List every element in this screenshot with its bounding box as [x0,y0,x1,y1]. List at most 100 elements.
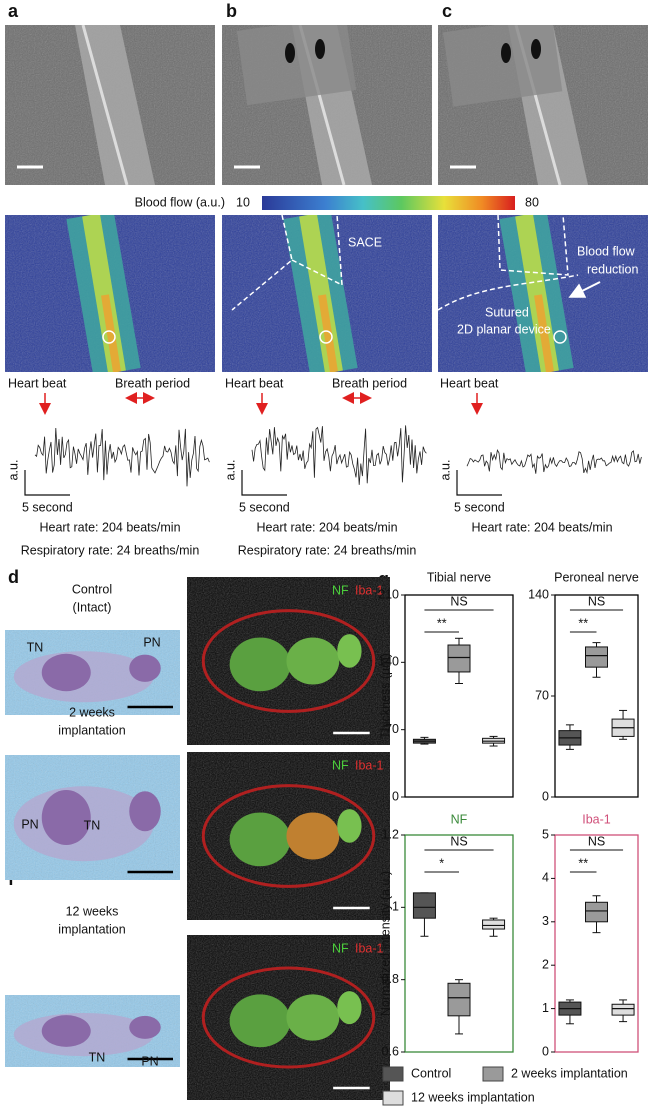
histology-image [5,630,180,715]
stain-label: Iba-1 [355,941,384,955]
trace [466,448,642,474]
nerve-label: TN [27,640,44,654]
legend-swatch [482,1066,504,1082]
legend-label: 2 weeks implantation [511,1066,628,1080]
nerve [41,1015,91,1047]
y-tick-label: 140 [378,655,399,669]
axons [286,637,340,685]
y-scale-label: a.u. [223,460,237,481]
flow-map [222,215,432,372]
colorbar-label: Blood flow (a.u.) [135,195,225,209]
significance: ** [578,616,588,630]
stain-label: NF [332,758,349,772]
histology-image [5,995,180,1067]
axons [286,812,340,860]
nerve-label: PN [21,817,38,831]
legend-swatch [382,1090,404,1106]
heart-rate: Heart rate: 204 beats/min [471,520,612,534]
fluorescence-image [187,752,390,920]
epineurium [201,966,376,1069]
vessel-flow-peak [534,294,554,372]
heart-beat-label: Heart beat [225,376,284,390]
breath-period-label: Breath period [332,376,407,390]
axons [229,812,291,867]
box [447,982,471,1017]
stain-label: NF [332,583,349,597]
panel-label: b [226,1,237,21]
plot-frame [404,834,514,1053]
legend-swatch [382,1066,404,1082]
device-hole [531,39,541,59]
y-scale-label: a.u. [6,460,20,481]
nerve-label: PN [143,635,160,649]
condition: (Intact) [73,600,112,614]
chart-title: Iba-1 [582,812,611,826]
nerve [41,653,91,692]
significance: ** [437,616,447,630]
trace [251,425,427,485]
y-axis-label: Thickness (µm) [378,653,392,739]
device [442,25,563,107]
annotation: 2D planar device [457,322,551,336]
stain-label: NF [332,941,349,955]
y-axis-label: Normalized intensity (a.u.) [378,871,392,1016]
respiratory-rate: Respiratory rate: 24 breaths/min [238,543,417,557]
breath-period-label: Breath period [115,376,190,390]
colorbar-min: 10 [236,195,250,209]
x-scale-label: 5 second [454,500,505,514]
flow-map [438,215,648,372]
nerve [41,790,91,845]
device-outline [438,215,579,311]
box [585,901,608,923]
significance: NS [588,834,605,848]
axons [337,991,362,1025]
device [236,25,357,106]
chart-title: Tibial nerve [427,570,491,584]
annotation: Sutured [485,305,529,319]
device-hole [315,39,325,59]
y-tick-label: 0.8 [382,972,399,986]
vessel-flow-peak [101,294,121,372]
panel-label: a [8,1,19,21]
box [482,919,506,930]
chart-title: Peroneal nerve [554,570,639,584]
panel-label: c [442,1,452,21]
y-tick-label: 5 [542,827,549,841]
nerve [129,654,161,682]
condition: implantation [58,723,125,737]
y-tick-label: 0 [392,789,399,803]
y-tick-label: 140 [528,587,549,601]
fluorescence-image [187,577,390,745]
heart-rate: Heart rate: 204 beats/min [39,520,180,534]
y-tick-label: 0 [542,1044,549,1058]
condition: Control [72,582,112,596]
roi [553,330,567,344]
y-scale-label: a.u. [438,460,452,481]
chart-title: NF [451,812,468,826]
annotation: SACE [348,235,382,249]
photo [438,25,648,185]
scale-bar [24,470,70,496]
legend-label: Control [411,1066,451,1080]
x-scale-label: 5 second [239,500,290,514]
sace-outline [231,215,343,311]
nerve [129,1015,161,1039]
plot-frame [554,834,639,1053]
box [585,646,608,668]
heart-beat-label: Heart beat [440,376,499,390]
y-tick-label: 3 [542,914,549,928]
scale-bar [456,470,502,496]
plot-frame [404,594,514,798]
heart-rate: Heart rate: 204 beats/min [256,520,397,534]
significance: * [439,856,444,870]
y-tick-label: 0.6 [382,1044,399,1058]
flow-map [5,215,215,372]
vessel-flow-peak [318,294,338,372]
significance: NS [450,594,467,608]
condition: implantation [58,922,125,936]
stain-label: Iba-1 [355,758,384,772]
device-hole [285,43,295,63]
heart-beat-label: Heart beat [8,376,67,390]
nerve-label: TN [89,1050,106,1064]
